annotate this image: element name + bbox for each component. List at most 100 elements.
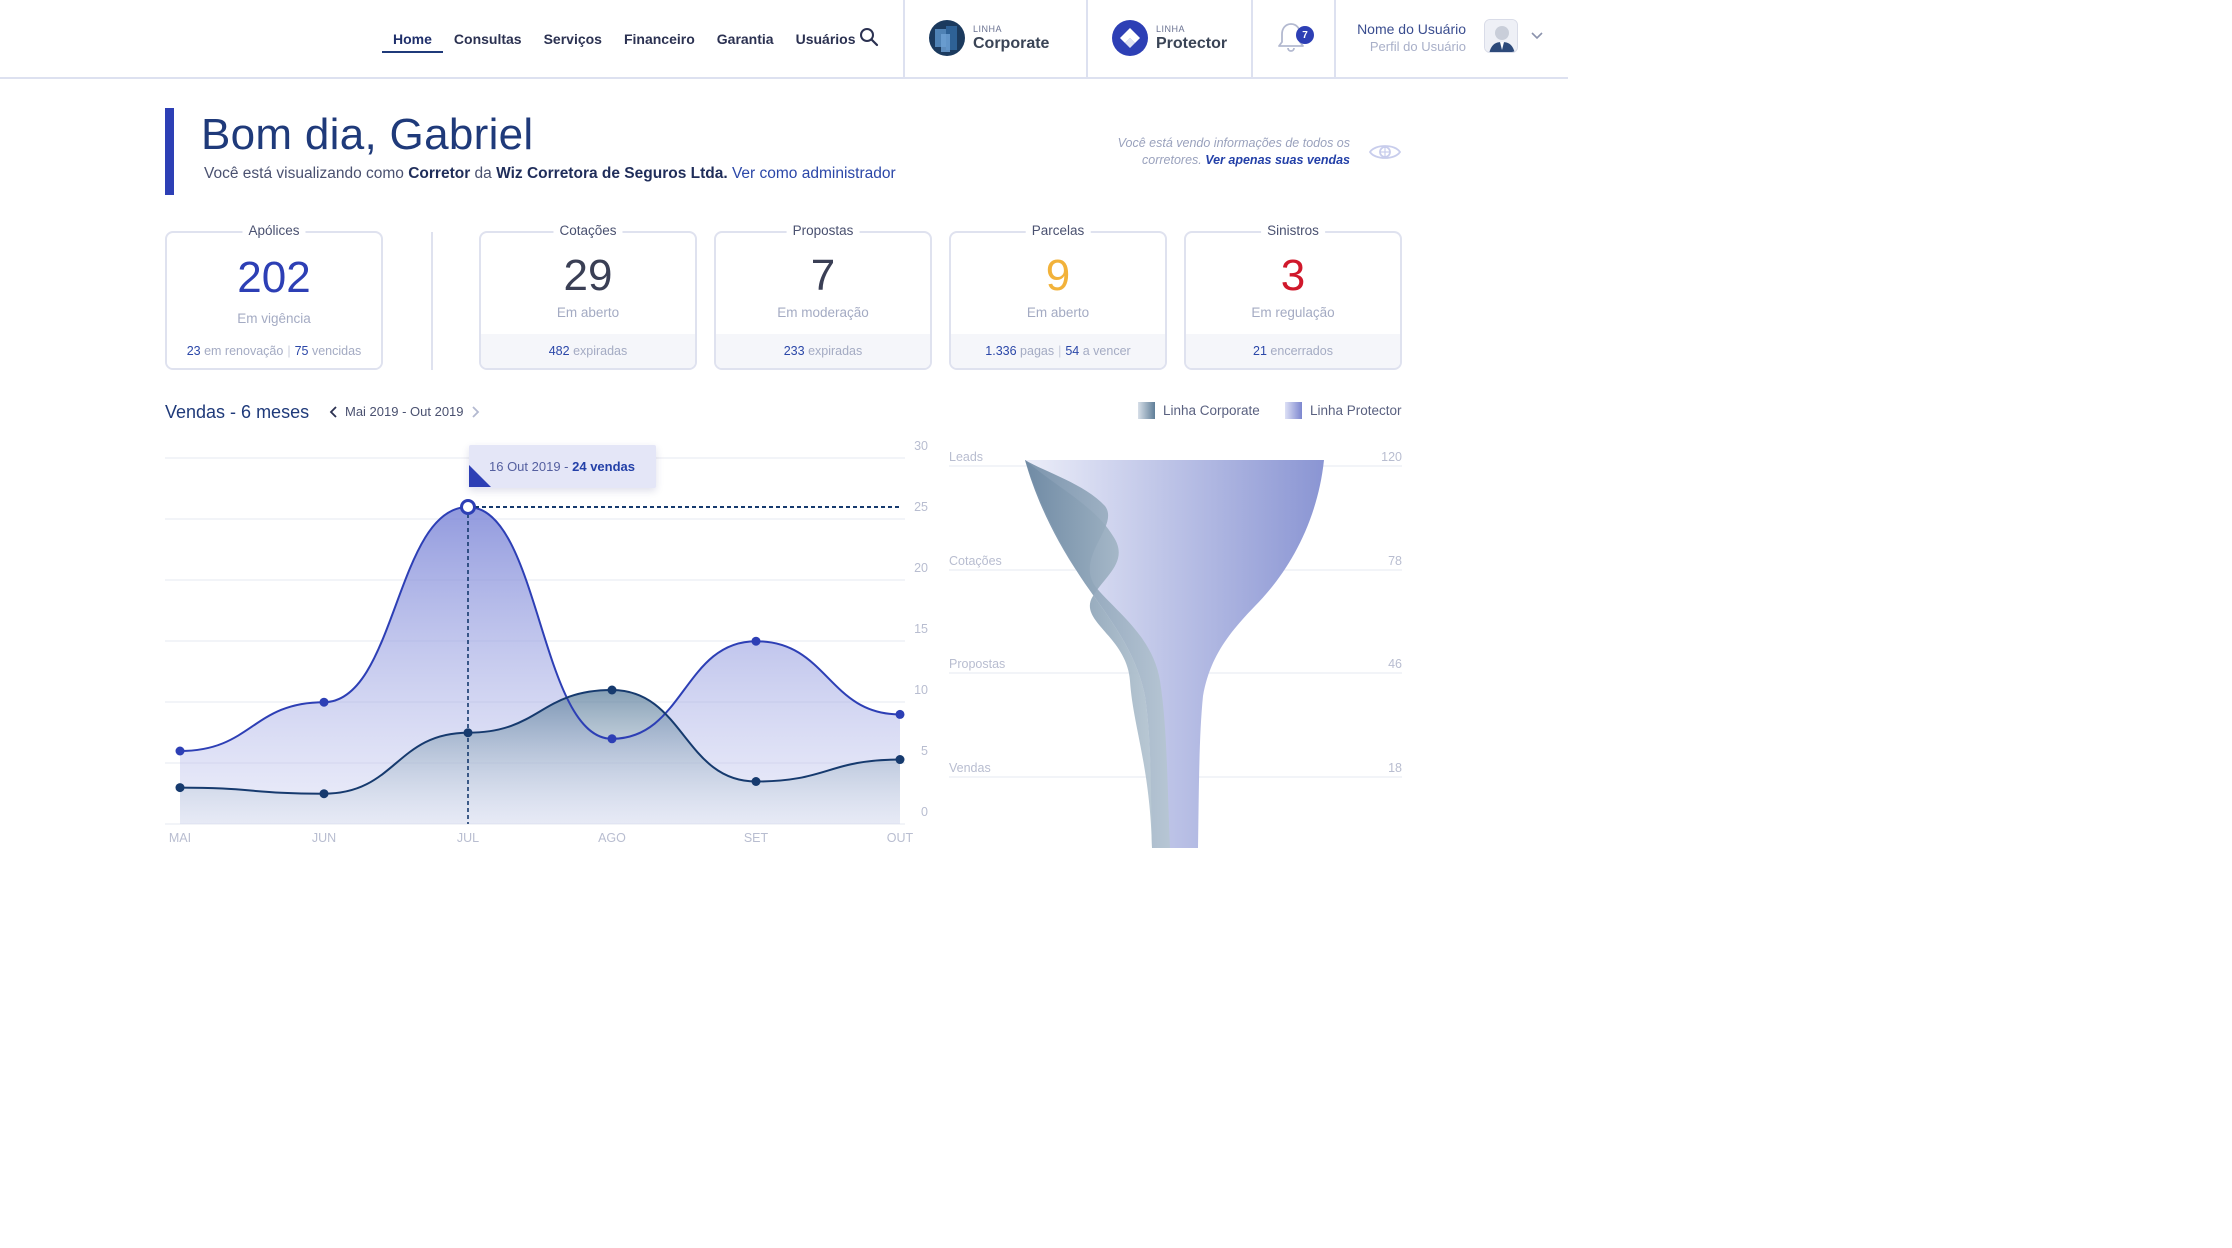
data-point[interactable] bbox=[319, 697, 329, 707]
data-point[interactable] bbox=[607, 734, 617, 744]
card-desc: Em aberto bbox=[1026, 305, 1090, 320]
brand-protector[interactable]: LINHA Protector bbox=[1112, 18, 1227, 58]
nav-item-home[interactable]: Home bbox=[382, 0, 443, 77]
view-own-sales-link[interactable]: Ver apenas suas vendas bbox=[1205, 153, 1350, 167]
chevron-left-icon[interactable] bbox=[327, 405, 341, 419]
user-name: Nome do Usuário bbox=[1357, 21, 1466, 37]
card-footer: 482 expiradas bbox=[481, 334, 695, 368]
card-footer: 21 encerrados bbox=[1186, 334, 1400, 368]
nav-divider bbox=[1251, 0, 1253, 77]
page-title: Bom dia, Gabriel bbox=[201, 110, 534, 159]
legend-item-protector[interactable]: Linha Protector bbox=[1285, 402, 1402, 419]
card-desc: Em moderação bbox=[777, 305, 869, 320]
y-tick-label: 15 bbox=[914, 622, 928, 636]
x-tick-label: SET bbox=[744, 831, 769, 845]
card-desc: Em vigência bbox=[237, 311, 311, 326]
card-apolices[interactable]: Apólices 202 Em vigência 23 em renovação… bbox=[165, 223, 383, 370]
series-line bbox=[179, 688, 901, 795]
card-desc: Em regulação bbox=[1251, 305, 1335, 320]
card-cotacoes[interactable]: Cotações 29 Em aberto 482 expiradas bbox=[479, 223, 697, 370]
card-foot-value: 54 bbox=[1065, 344, 1080, 358]
brand-corporate[interactable]: LINHA Corporate bbox=[929, 18, 1049, 58]
card-foot-value: 23 bbox=[186, 344, 201, 358]
card-foot-value: 75 bbox=[294, 344, 309, 358]
card-foot-text: encerrados bbox=[1270, 344, 1333, 358]
chevron-down-icon[interactable] bbox=[1530, 29, 1544, 43]
data-point[interactable] bbox=[463, 728, 473, 738]
card-label: Cotações bbox=[553, 223, 623, 238]
main-nav: Home Consultas Serviços Financeiro Garan… bbox=[382, 0, 867, 77]
nav-item-servicos[interactable]: Serviços bbox=[543, 30, 602, 47]
brand-corporate-small: LINHA bbox=[973, 23, 1003, 34]
legend-item-corporate[interactable]: Linha Corporate bbox=[1138, 402, 1260, 419]
nav-item-garantia[interactable]: Garantia bbox=[716, 30, 774, 47]
nav-item-usuarios[interactable]: Usuários bbox=[795, 30, 856, 47]
y-tick-label: 0 bbox=[921, 805, 928, 819]
nav-divider bbox=[903, 0, 905, 77]
funnel-stage-label: Leads bbox=[949, 450, 983, 464]
greeting-mid: da bbox=[474, 165, 492, 182]
tooltip-separator: - bbox=[560, 459, 573, 474]
data-point[interactable] bbox=[175, 783, 185, 793]
user-role: Perfil do Usuário bbox=[1369, 39, 1466, 54]
eye-icon[interactable] bbox=[1368, 140, 1402, 164]
greeting-company: Wiz Corretora de Seguros Ltda. bbox=[496, 165, 728, 182]
data-point[interactable] bbox=[607, 685, 617, 695]
greeting-role: Corretor bbox=[408, 165, 471, 182]
legend-swatch bbox=[1285, 402, 1302, 419]
card-parcelas[interactable]: Parcelas 9 Em aberto 1.336 pagas | 54 a ve… bbox=[949, 223, 1167, 370]
data-point[interactable] bbox=[751, 777, 761, 786]
notification-badge: 7 bbox=[1296, 26, 1314, 44]
bell-icon[interactable]: 7 bbox=[1276, 20, 1314, 56]
nav-item-financeiro[interactable]: Financeiro bbox=[623, 30, 695, 47]
y-tick-label: 25 bbox=[914, 500, 928, 514]
sales-chart-title: Vendas - 6 meses bbox=[165, 402, 310, 422]
tooltip-value: 24 vendas bbox=[572, 459, 635, 474]
card-foot-value: 233 bbox=[783, 344, 805, 358]
data-point[interactable] bbox=[319, 789, 329, 799]
card-label: Apólices bbox=[242, 223, 306, 238]
x-tick-label: AGO bbox=[598, 831, 626, 845]
card-value: 29 bbox=[563, 251, 613, 300]
card-foot-text: expiradas bbox=[573, 344, 628, 358]
search-icon[interactable] bbox=[858, 26, 880, 48]
funnel-stage-label: Propostas bbox=[949, 657, 1005, 671]
foot-divider: | bbox=[1058, 344, 1062, 358]
chevron-right-icon[interactable] bbox=[468, 405, 482, 419]
data-point[interactable] bbox=[751, 636, 761, 646]
brand-corporate-name: Corporate bbox=[973, 34, 1050, 52]
legend-label: Linha Protector bbox=[1310, 403, 1402, 418]
card-value: 7 bbox=[810, 251, 836, 300]
highlight-point[interactable] bbox=[460, 499, 476, 515]
funnel-stage-label: Cotações bbox=[949, 554, 1002, 568]
card-footer: 23 em renovação | 75 vencidas bbox=[167, 334, 381, 368]
card-sinistros[interactable]: Sinistros 3 Em regulação 21 encerrados bbox=[1184, 223, 1402, 370]
funnel-stage-label: Vendas bbox=[949, 761, 991, 775]
series-area bbox=[180, 690, 900, 824]
avatar-icon[interactable] bbox=[1484, 19, 1518, 53]
info-note-text: Você está vendo informações de todos os … bbox=[1117, 136, 1350, 167]
protector-logo-icon bbox=[1112, 20, 1148, 56]
period-selector: Mai 2019 - Out 2019 bbox=[327, 404, 482, 419]
nav-divider bbox=[1086, 0, 1088, 77]
card-propostas[interactable]: Propostas 7 Em moderação 233 expiradas bbox=[714, 223, 932, 370]
data-point[interactable] bbox=[175, 746, 185, 756]
data-point[interactable] bbox=[895, 755, 905, 765]
chart-tooltip: 16 Out 2019 - 24 vendas bbox=[469, 445, 656, 488]
y-tick-label: 20 bbox=[914, 561, 928, 575]
nav-item-consultas[interactable]: Consultas bbox=[453, 30, 522, 47]
card-footer: 233 expiradas bbox=[716, 334, 930, 368]
funnel-stage-value: 18 bbox=[1388, 761, 1402, 775]
card-foot-text: em renovação bbox=[204, 344, 284, 358]
brand-protector-small: LINHA bbox=[1156, 23, 1186, 34]
data-point[interactable] bbox=[895, 709, 905, 719]
user-menu[interactable]: Nome do Usuário Perfil do Usuário bbox=[1340, 19, 1550, 59]
y-tick-label: 10 bbox=[914, 683, 928, 697]
x-tick-label: MAI bbox=[169, 831, 191, 845]
card-foot-value: 1.336 bbox=[985, 344, 1017, 358]
foot-divider: | bbox=[287, 344, 291, 358]
nav-divider bbox=[1334, 0, 1336, 77]
view-as-admin-link[interactable]: Ver como administrador bbox=[731, 165, 896, 182]
card-label: Sinistros bbox=[1261, 223, 1325, 238]
top-navbar: Home Consultas Serviços Financeiro Garan… bbox=[0, 0, 1568, 79]
